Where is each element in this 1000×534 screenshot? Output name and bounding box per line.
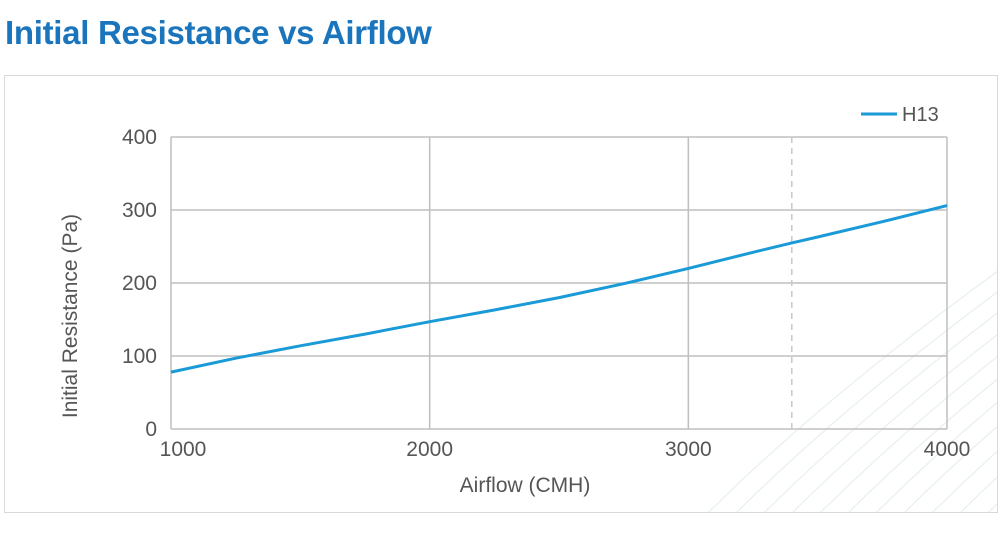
x-tick-labels: 1000 2000 3000 4000 — [160, 438, 971, 461]
background-decoration — [708, 271, 997, 512]
decorative-curve — [904, 425, 997, 512]
y-tick-label: 300 — [122, 199, 157, 222]
decorative-curve — [764, 312, 997, 512]
decorative-curve — [876, 401, 997, 512]
legend-label: H13 — [902, 104, 939, 126]
line-chart: 0 100 200 300 400 1000 2000 3000 4000 Airflow (… — [59, 104, 997, 512]
decorative-curve — [932, 450, 997, 512]
y-tick-label: 400 — [122, 126, 157, 149]
page-title: Initial Resistance vs Airflow — [5, 14, 432, 51]
y-tick-label: 100 — [122, 345, 157, 368]
x-tick-label: 4000 — [924, 438, 971, 461]
decorative-curve — [848, 378, 997, 512]
chart-panel: 0 100 200 300 400 1000 2000 3000 4000 Airflow (… — [4, 75, 998, 513]
x-tick-label: 2000 — [406, 438, 453, 461]
legend: H13 — [861, 104, 939, 126]
x-axis-label: Airflow (CMH) — [460, 474, 591, 497]
decorative-curve — [820, 356, 997, 512]
chart-grid — [170, 136, 948, 430]
y-tick-labels: 0 100 200 300 400 — [122, 126, 157, 441]
series-line-h13 — [170, 204, 948, 374]
y-tick-label: 200 — [122, 272, 157, 295]
x-tick-label: 3000 — [665, 438, 712, 461]
series-group — [170, 204, 948, 374]
decorative-curve — [736, 291, 997, 512]
y-tick-label: 0 — [145, 418, 157, 441]
decorative-curve — [708, 271, 997, 512]
decorative-curve — [960, 476, 997, 512]
x-tick-label: 1000 — [160, 438, 207, 461]
decorative-curve — [988, 503, 997, 512]
y-axis-label: Initial Resistance (Pa) — [59, 214, 82, 418]
decorative-curve — [792, 334, 997, 512]
